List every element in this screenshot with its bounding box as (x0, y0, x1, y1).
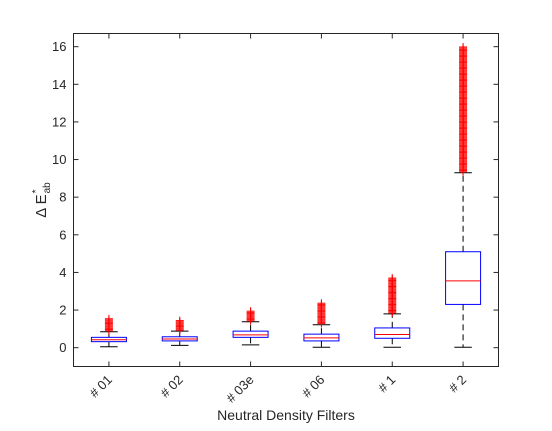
y-tick-label: 10 (52, 152, 66, 167)
outlier-markers (388, 274, 397, 317)
y-tick-label: 2 (59, 303, 66, 318)
marks-layer (90, 42, 482, 348)
box-group (303, 299, 340, 348)
y-tick-label: 6 (59, 227, 66, 242)
x-tick-label: # 06 (299, 372, 328, 401)
y-axis-label: Δ E*ab (31, 182, 53, 218)
axis-layer: 0 2 4 6 8 10 12 14 16 # 01 # 02 # 03e # 06 # 1 # 2 (52, 33, 499, 406)
box-group (374, 274, 411, 348)
x-tick-label: # 2 (446, 372, 469, 395)
y-tick-label: 8 (59, 190, 66, 205)
box-group (90, 314, 127, 348)
y-tick-label: 16 (52, 39, 66, 54)
y-tick-label: 4 (59, 265, 66, 280)
outlier-markers (104, 314, 113, 335)
outlier-markers (246, 307, 255, 325)
iqr-box (232, 330, 269, 338)
x-tick-label: # 02 (157, 372, 186, 401)
y-tick-label: 0 (59, 340, 66, 355)
outlier-markers (459, 42, 468, 176)
x-axis-label: Neutral Density Filters (217, 407, 355, 423)
box-group (445, 42, 482, 348)
y-tick-label: 12 (52, 114, 66, 129)
y-axis-label-subscript: ab (42, 182, 53, 194)
x-tick-label: # 03e (223, 372, 257, 406)
outlier-markers (317, 299, 326, 328)
iqr-box (445, 251, 482, 305)
x-tick-label: # 01 (87, 372, 116, 401)
box-group (232, 307, 269, 346)
box-group (161, 316, 198, 346)
iqr-box (374, 327, 411, 339)
outlier-markers (175, 316, 184, 335)
x-tick-label: # 1 (375, 372, 398, 395)
y-axis-label-superscript: * (31, 189, 42, 193)
y-axis-label-prefix: Δ E (33, 194, 50, 217)
y-tick-label: 14 (52, 77, 66, 92)
plot-frame (73, 33, 499, 367)
